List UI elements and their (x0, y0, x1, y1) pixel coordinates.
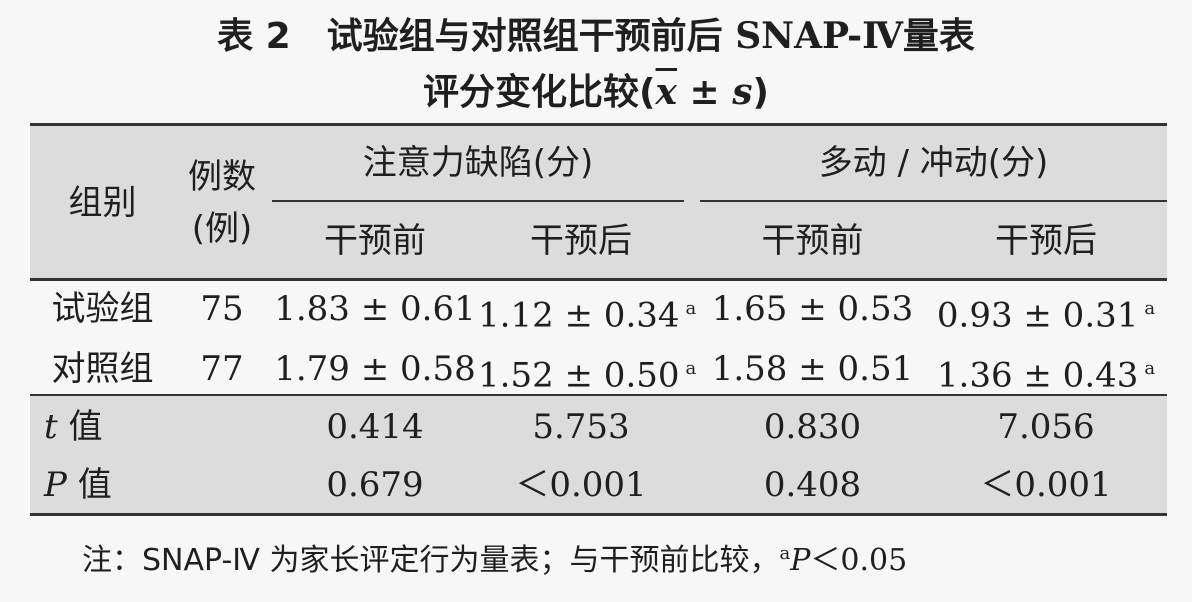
value: 1.52 ± 0.50 (478, 355, 680, 396)
stat-label-p: P 值 (44, 465, 112, 505)
attention-rule (272, 200, 684, 202)
header-att-before: 干预前 (324, 221, 426, 261)
header-attention: 注意力缺陷(分) (362, 143, 594, 183)
title-scale-name: SNAP-Ⅳ (735, 15, 903, 57)
value: 1.12 ± 0.34 (478, 295, 680, 336)
title-suffix: 量表 (902, 16, 975, 57)
title-s: s (732, 71, 753, 113)
t-hyp-before: 0.830 (763, 407, 862, 447)
stats-band (30, 396, 1167, 513)
value: 1.36 ± 0.43 (936, 355, 1139, 396)
hyper-rule (700, 200, 1167, 202)
superscript-a: a (685, 298, 697, 319)
footnote-var: P (790, 543, 811, 578)
t-att-before: 0.414 (326, 407, 424, 447)
t-att-after: 5.753 (532, 407, 630, 447)
superscript-a: a (685, 358, 697, 379)
header-hyperactivity: 多动 / 冲动(分) (818, 143, 1049, 183)
header-bottom-rule (30, 278, 1167, 281)
footnote-tail: ＜0.05 (810, 543, 908, 578)
p-att-before: 0.679 (326, 465, 424, 505)
header-hyp-after: 干预后 (995, 221, 1097, 261)
title-xbar: x (655, 71, 677, 113)
row-att-before: 1.79 ± 0.58 (274, 349, 476, 389)
superscript-a: a (1144, 298, 1156, 319)
table-footnote: 注：SNAP-Ⅳ 为家长评定行为量表；与干预前比较，aP＜0.05 (82, 534, 907, 581)
header-count-unit: (例) (191, 209, 253, 249)
p-hyp-after: ＜0.001 (980, 465, 1112, 505)
t-hyp-after: 7.056 (997, 407, 1095, 447)
table-title-line2: 评分变化比较(x ± s) (0, 70, 1192, 115)
stat-text: 值 (57, 407, 103, 447)
data-table: 组别 例数 (例) 注意力缺陷(分) 多动 / 冲动(分) 干预前 干预后 干预… (30, 123, 1167, 516)
header-count: 例数 (188, 157, 256, 197)
footnote-sup: a (779, 543, 791, 564)
row-att-after: 1.12 ± 0.34 a (478, 289, 696, 336)
row-count: 75 (200, 289, 244, 329)
row-hyp-after: 0.93 ± 0.31 a (925, 289, 1167, 335)
table-bottom-rule (30, 513, 1167, 516)
row-hyp-after: 1.36 ± 0.43 a (925, 349, 1167, 395)
header-hyp-before: 干预前 (761, 221, 864, 261)
row-att-before: 1.83 ± 0.61 (274, 289, 476, 329)
title2-prefix: 评分变化比较( (423, 72, 656, 113)
row-group: 对照组 (51, 349, 154, 389)
stat-label-t: t 值 (44, 407, 102, 447)
table-title-line1: 表 2 试验组与对照组干预前后 SNAP-Ⅳ量表 (0, 14, 1192, 59)
p-att-after: ＜0.001 (515, 465, 647, 505)
row-group: 试验组 (51, 289, 154, 329)
footnote-text: 注：SNAP-Ⅳ 为家长评定行为量表；与干预前比较， (82, 543, 780, 578)
row-hyp-before: 1.65 ± 0.53 (711, 289, 914, 329)
body-bottom-rule (30, 394, 1167, 396)
header-att-after: 干预后 (530, 221, 632, 261)
p-hyp-before: 0.408 (763, 465, 862, 505)
row-hyp-before: 1.58 ± 0.51 (711, 349, 914, 389)
value: 0.93 ± 0.31 (936, 295, 1139, 336)
superscript-a: a (1144, 358, 1156, 379)
header-group: 组别 (68, 183, 137, 223)
title-prefix: 表 2 试验组与对照组干预前后 (217, 16, 736, 57)
stat-text: 值 (66, 465, 112, 505)
title2-suffix: ) (752, 72, 769, 113)
row-count: 77 (200, 349, 244, 389)
top-rule (30, 123, 1167, 126)
row-att-after: 1.52 ± 0.50 a (478, 349, 696, 396)
stat-var: t (44, 407, 58, 447)
stat-var: P (44, 465, 67, 505)
title-pm: ± (676, 71, 733, 113)
